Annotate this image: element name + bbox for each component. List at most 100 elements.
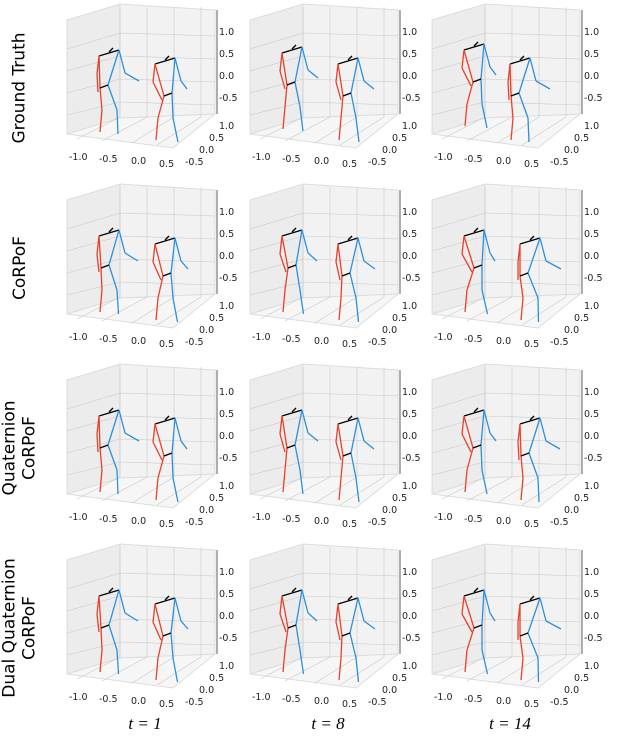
right-forearm-bone: [180, 80, 188, 90]
right-arm-bone: [118, 49, 126, 74]
right-arm-bone: [539, 237, 547, 262]
grid-line: [66, 415, 121, 432]
z-tick-label: 1.0: [402, 27, 417, 38]
grid-line: [484, 572, 581, 577]
y-tick-label: 0.0: [199, 145, 214, 156]
x-tick-label: -0.5: [99, 334, 118, 345]
grid-line: [314, 476, 358, 504]
right-arm-bone: [357, 237, 365, 262]
skeleton-person-2: [152, 595, 189, 683]
left-arm-bone: [461, 595, 465, 615]
left-torso-bone: [463, 235, 475, 269]
left-shin-bone: [155, 297, 159, 321]
pelvis-bone: [286, 444, 296, 449]
grid-line: [131, 116, 175, 144]
y-tick-label: 0.5: [574, 313, 589, 324]
left-arm-bone: [461, 415, 465, 435]
pose-plot-3d: 1.00.50.0-0.5-1.0 -0.5 0.0 0.51.00.50.0-0.5: [249, 3, 421, 170]
z-tick-label: 0.0: [219, 71, 234, 82]
grid-line: [66, 572, 121, 590]
pose-plot-3d: 1.00.50.0-0.5-1.0 -0.5 0.0 0.51.00.50.0-0.5: [249, 183, 421, 350]
column-label: t = 1: [128, 714, 162, 733]
right-forearm-bone: [489, 252, 496, 262]
shoulder-bone: [337, 417, 359, 425]
floor-pane: [431, 113, 582, 149]
x-tick-label: 0.0: [314, 156, 329, 167]
grid-line: [441, 656, 486, 680]
left-thigh-bone: [519, 275, 524, 299]
left-torso-bone: [98, 235, 102, 269]
grid-line: [302, 32, 399, 37]
right-arm-bone: [301, 589, 309, 614]
grid-line: [284, 296, 331, 322]
x-tick-label: 0.5: [159, 339, 174, 350]
grid-line: [66, 595, 121, 612]
head-bone: [347, 415, 353, 421]
grid-line: [66, 101, 121, 116]
left-thigh-bone: [340, 95, 344, 119]
x-tick-label: -0.5: [99, 154, 118, 165]
grid-line: [76, 656, 121, 680]
y-tick-label: 0.5: [209, 673, 224, 684]
y-tick-label: -0.5: [368, 337, 387, 348]
left-thigh-bone: [466, 447, 474, 471]
grid-line: [119, 572, 216, 577]
x-tick-label: 0.0: [314, 696, 329, 707]
head-bone: [108, 407, 114, 413]
left-forearm-bone: [507, 81, 510, 101]
right-thigh-bone: [108, 264, 118, 291]
left-thigh-bone: [340, 455, 344, 479]
z-tick-label: 1.0: [219, 207, 234, 218]
shoulder-bone: [98, 49, 120, 57]
x-tick-label: 0.0: [496, 336, 511, 347]
y-tick-label: 0.5: [574, 673, 589, 684]
grid-line: [431, 258, 486, 274]
grid-line: [66, 258, 121, 274]
pelvis-bone: [99, 84, 109, 89]
grid-line: [76, 116, 121, 140]
right-thigh-bone: [170, 632, 174, 659]
grid-line: [431, 392, 486, 410]
pose-plot-3d: 1.00.50.0-0.5-1.0 -0.5 0.0 0.51.00.50.0-0.5: [431, 543, 603, 710]
right-arm-bone: [357, 57, 365, 82]
right-torso-bone: [294, 46, 303, 83]
skeleton-person-2: [507, 55, 551, 143]
pelvis-bone: [162, 272, 172, 277]
head-bone: [473, 41, 479, 47]
right-shin-bone: [355, 477, 360, 503]
shoulder-bone: [519, 417, 541, 425]
y-tick-label: 1.0: [584, 661, 599, 672]
right-arm-bone: [301, 229, 309, 254]
y-tick-label: -0.5: [550, 697, 569, 708]
y-tick-label: 0.0: [199, 325, 214, 336]
right-thigh-bone: [350, 92, 357, 119]
left-forearm-bone: [152, 81, 163, 101]
grid-line: [101, 476, 148, 502]
right-shin-bone: [116, 289, 120, 315]
right-shin-bone: [116, 649, 120, 675]
pelvis-bone: [287, 624, 297, 629]
grid-line: [302, 212, 399, 217]
skeleton-person-1: [96, 227, 139, 315]
left-shin-bone: [520, 477, 524, 501]
left-shin-bone: [99, 469, 103, 493]
right-shin-bone: [116, 109, 119, 135]
grid-line: [156, 116, 202, 146]
row-label: Dual Quaternion CoRPoF: [0, 540, 40, 715]
left-shin-bone: [338, 477, 342, 501]
z-tick-label: -0.5: [219, 453, 238, 464]
grid-line: [249, 595, 304, 612]
grid-line: [484, 78, 581, 83]
left-torso-bone: [463, 415, 474, 449]
right-torso-bone: [108, 589, 120, 626]
right-shin-bone: [172, 657, 179, 683]
grid-line: [249, 101, 304, 116]
right-forearm-bone: [124, 72, 140, 82]
grid-line: [302, 258, 399, 263]
grid-line: [284, 476, 331, 502]
grid-line: [66, 641, 121, 656]
left-forearm-bone: [96, 613, 100, 633]
right-shin-bone: [172, 117, 179, 143]
skeleton-person-1: [461, 587, 496, 675]
left-forearm-bone: [461, 433, 472, 453]
